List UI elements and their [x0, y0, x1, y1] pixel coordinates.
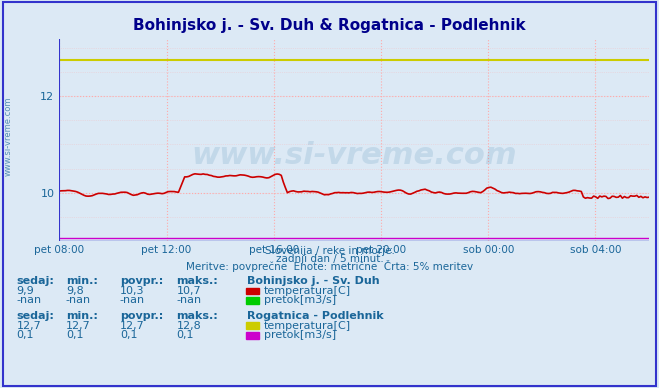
Text: temperatura[C]: temperatura[C]: [264, 321, 351, 331]
Text: min.:: min.:: [66, 311, 98, 321]
Text: 0,1: 0,1: [66, 330, 84, 340]
Text: sedaj:: sedaj:: [16, 311, 54, 321]
Text: -nan: -nan: [120, 295, 145, 305]
Text: maks.:: maks.:: [177, 311, 218, 321]
Text: -nan: -nan: [66, 295, 91, 305]
Text: -nan: -nan: [16, 295, 42, 305]
Text: sedaj:: sedaj:: [16, 276, 54, 286]
Text: 9,8: 9,8: [66, 286, 84, 296]
Text: 12,7: 12,7: [120, 321, 145, 331]
Text: 10,3: 10,3: [120, 286, 144, 296]
Text: www.si-vreme.com: www.si-vreme.com: [3, 96, 13, 175]
Text: 9,9: 9,9: [16, 286, 34, 296]
Text: pretok[m3/s]: pretok[m3/s]: [264, 330, 335, 340]
Text: Bohinjsko j. - Sv. Duh: Bohinjsko j. - Sv. Duh: [247, 276, 380, 286]
Text: maks.:: maks.:: [177, 276, 218, 286]
Text: www.si-vreme.com: www.si-vreme.com: [191, 141, 517, 170]
Text: Rogatnica - Podlehnik: Rogatnica - Podlehnik: [247, 311, 384, 321]
Text: Slovenija / reke in morje.: Slovenija / reke in morje.: [264, 246, 395, 256]
Text: 12,8: 12,8: [177, 321, 202, 331]
Text: 12,7: 12,7: [66, 321, 91, 331]
Text: povpr.:: povpr.:: [120, 276, 163, 286]
Text: 0,1: 0,1: [16, 330, 34, 340]
Text: pretok[m3/s]: pretok[m3/s]: [264, 295, 335, 305]
Text: 0,1: 0,1: [120, 330, 138, 340]
Text: povpr.:: povpr.:: [120, 311, 163, 321]
Text: 10,7: 10,7: [177, 286, 201, 296]
Text: Bohinjsko j. - Sv. Duh & Rogatnica - Podlehnik: Bohinjsko j. - Sv. Duh & Rogatnica - Pod…: [133, 18, 526, 33]
Text: 0,1: 0,1: [177, 330, 194, 340]
Text: zadnji dan / 5 minut.: zadnji dan / 5 minut.: [275, 254, 384, 264]
Text: temperatura[C]: temperatura[C]: [264, 286, 351, 296]
Text: min.:: min.:: [66, 276, 98, 286]
Text: 12,7: 12,7: [16, 321, 42, 331]
Text: -nan: -nan: [177, 295, 202, 305]
Text: Meritve: povprečne  Enote: metrične  Črta: 5% meritev: Meritve: povprečne Enote: metrične Črta:…: [186, 260, 473, 272]
